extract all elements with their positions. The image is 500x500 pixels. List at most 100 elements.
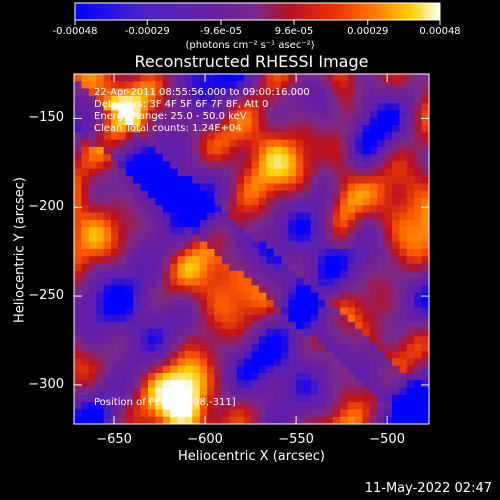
heatmap-cell: [392, 234, 401, 243]
heatmap-cell: [355, 402, 364, 411]
heatmap-cell: [310, 234, 319, 243]
heatmap-cell: [295, 176, 304, 184]
heatmap-cell: [362, 81, 371, 90]
heatmap-cell: [244, 380, 253, 389]
heatmap-cell: [140, 365, 149, 374]
heatmap-cell: [125, 197, 134, 206]
heatmap-cell: [118, 416, 127, 424]
heatmap-cell: [392, 205, 401, 214]
heatmap-cell: [340, 132, 349, 141]
heatmap-cell: [140, 81, 149, 90]
heatmap-cell: [392, 227, 401, 236]
heatmap-cell: [295, 307, 304, 316]
heatmap-cell: [74, 409, 82, 418]
heatmap-cell: [362, 88, 371, 97]
heatmap-cell: [221, 125, 230, 133]
heatmap-cell: [295, 263, 304, 272]
heatmap-cell: [281, 103, 290, 112]
heatmap-cell: [392, 103, 401, 112]
heatmap-cell: [384, 234, 393, 243]
heatmap-cell: [221, 88, 230, 97]
heatmap-cell: [318, 227, 327, 236]
heatmap-cell: [177, 132, 186, 141]
heatmap-cell: [221, 241, 230, 250]
heatmap-cell: [184, 263, 193, 272]
heatmap-cell: [103, 394, 112, 403]
heatmap-cell: [318, 416, 327, 424]
heatmap-cell: [199, 409, 208, 418]
heatmap-cell: [258, 190, 267, 199]
heatmap-cell: [384, 307, 393, 316]
heatmap-cell: [384, 416, 393, 424]
heatmap-cell: [310, 168, 319, 177]
heatmap-cell: [340, 292, 349, 301]
heatmap-cell: [207, 95, 216, 104]
heatmap-cell: [340, 256, 349, 265]
heatmap-cell: [88, 307, 97, 316]
heatmap-cell: [303, 95, 312, 104]
heatmap-cell: [214, 168, 223, 177]
heatmap-cell: [155, 241, 164, 250]
heatmap-cell: [96, 372, 105, 381]
heatmap-cell: [310, 387, 319, 396]
heatmap-cell: [155, 394, 164, 403]
heatmap-cell: [355, 74, 364, 82]
heatmap-cell: [103, 227, 112, 236]
heatmap-cell: [125, 365, 134, 374]
heatmap-cell: [281, 241, 290, 250]
heatmap-cell: [88, 88, 97, 97]
heatmap-cell: [118, 321, 127, 330]
heatmap-cell: [140, 132, 149, 141]
heatmap-cell: [162, 256, 171, 265]
heatmap-cell: [369, 227, 378, 236]
heatmap-cell: [140, 380, 149, 389]
heatmap-cell: [170, 307, 179, 316]
heatmap-cell: [399, 329, 408, 338]
heatmap-cell: [392, 176, 401, 184]
heatmap-cell: [281, 117, 290, 126]
heatmap-cell: [369, 241, 378, 250]
heatmap-cell: [303, 168, 312, 177]
heatmap-cell: [310, 314, 319, 323]
heatmap-cell: [96, 278, 105, 287]
heatmap-cell: [406, 409, 415, 418]
heatmap-cell: [414, 227, 423, 236]
heatmap-cell: [251, 103, 260, 112]
heatmap-cell: [392, 285, 401, 294]
heatmap-cell: [74, 372, 82, 381]
heatmap-cell: [355, 409, 364, 418]
heatmap-cell: [295, 241, 304, 250]
heatmap-cell: [236, 197, 245, 206]
heatmap-cell: [162, 241, 171, 250]
heatmap-cell: [170, 270, 179, 279]
heatmap-cell: [207, 146, 216, 155]
heatmap-cell: [125, 285, 134, 294]
heatmap-cell: [318, 212, 327, 221]
heatmap-cell: [399, 103, 408, 112]
heatmap-cell: [295, 329, 304, 338]
heatmap-cell: [162, 343, 171, 352]
heatmap-cell: [207, 125, 216, 133]
heatmap-cell: [236, 161, 245, 170]
heatmap-cell: [377, 278, 386, 287]
heatmap-cell: [88, 81, 97, 90]
heatmap-cell: [118, 190, 127, 199]
heatmap-cell: [377, 372, 386, 381]
heatmap-cell: [406, 88, 415, 97]
colorbar-tick-label: 0.00048: [419, 26, 461, 37]
heatmap-cell: [192, 256, 201, 265]
heatmap-cell: [355, 183, 364, 192]
heatmap-cell: [377, 103, 386, 112]
heatmap-cell: [288, 190, 297, 199]
heatmap-cell: [281, 234, 290, 243]
colorbar-units: (photons cm⁻² s⁻¹ asec⁻²): [185, 40, 315, 51]
heatmap-cell: [170, 402, 179, 411]
heatmap-cell: [162, 110, 171, 119]
heatmap-cell: [133, 372, 142, 381]
heatmap-cell: [369, 307, 378, 316]
heatmap-cell: [332, 256, 341, 265]
heatmap-cell: [332, 190, 341, 199]
heatmap-cell: [392, 117, 401, 126]
heatmap-cell: [258, 343, 267, 352]
heatmap-cell: [273, 88, 282, 97]
